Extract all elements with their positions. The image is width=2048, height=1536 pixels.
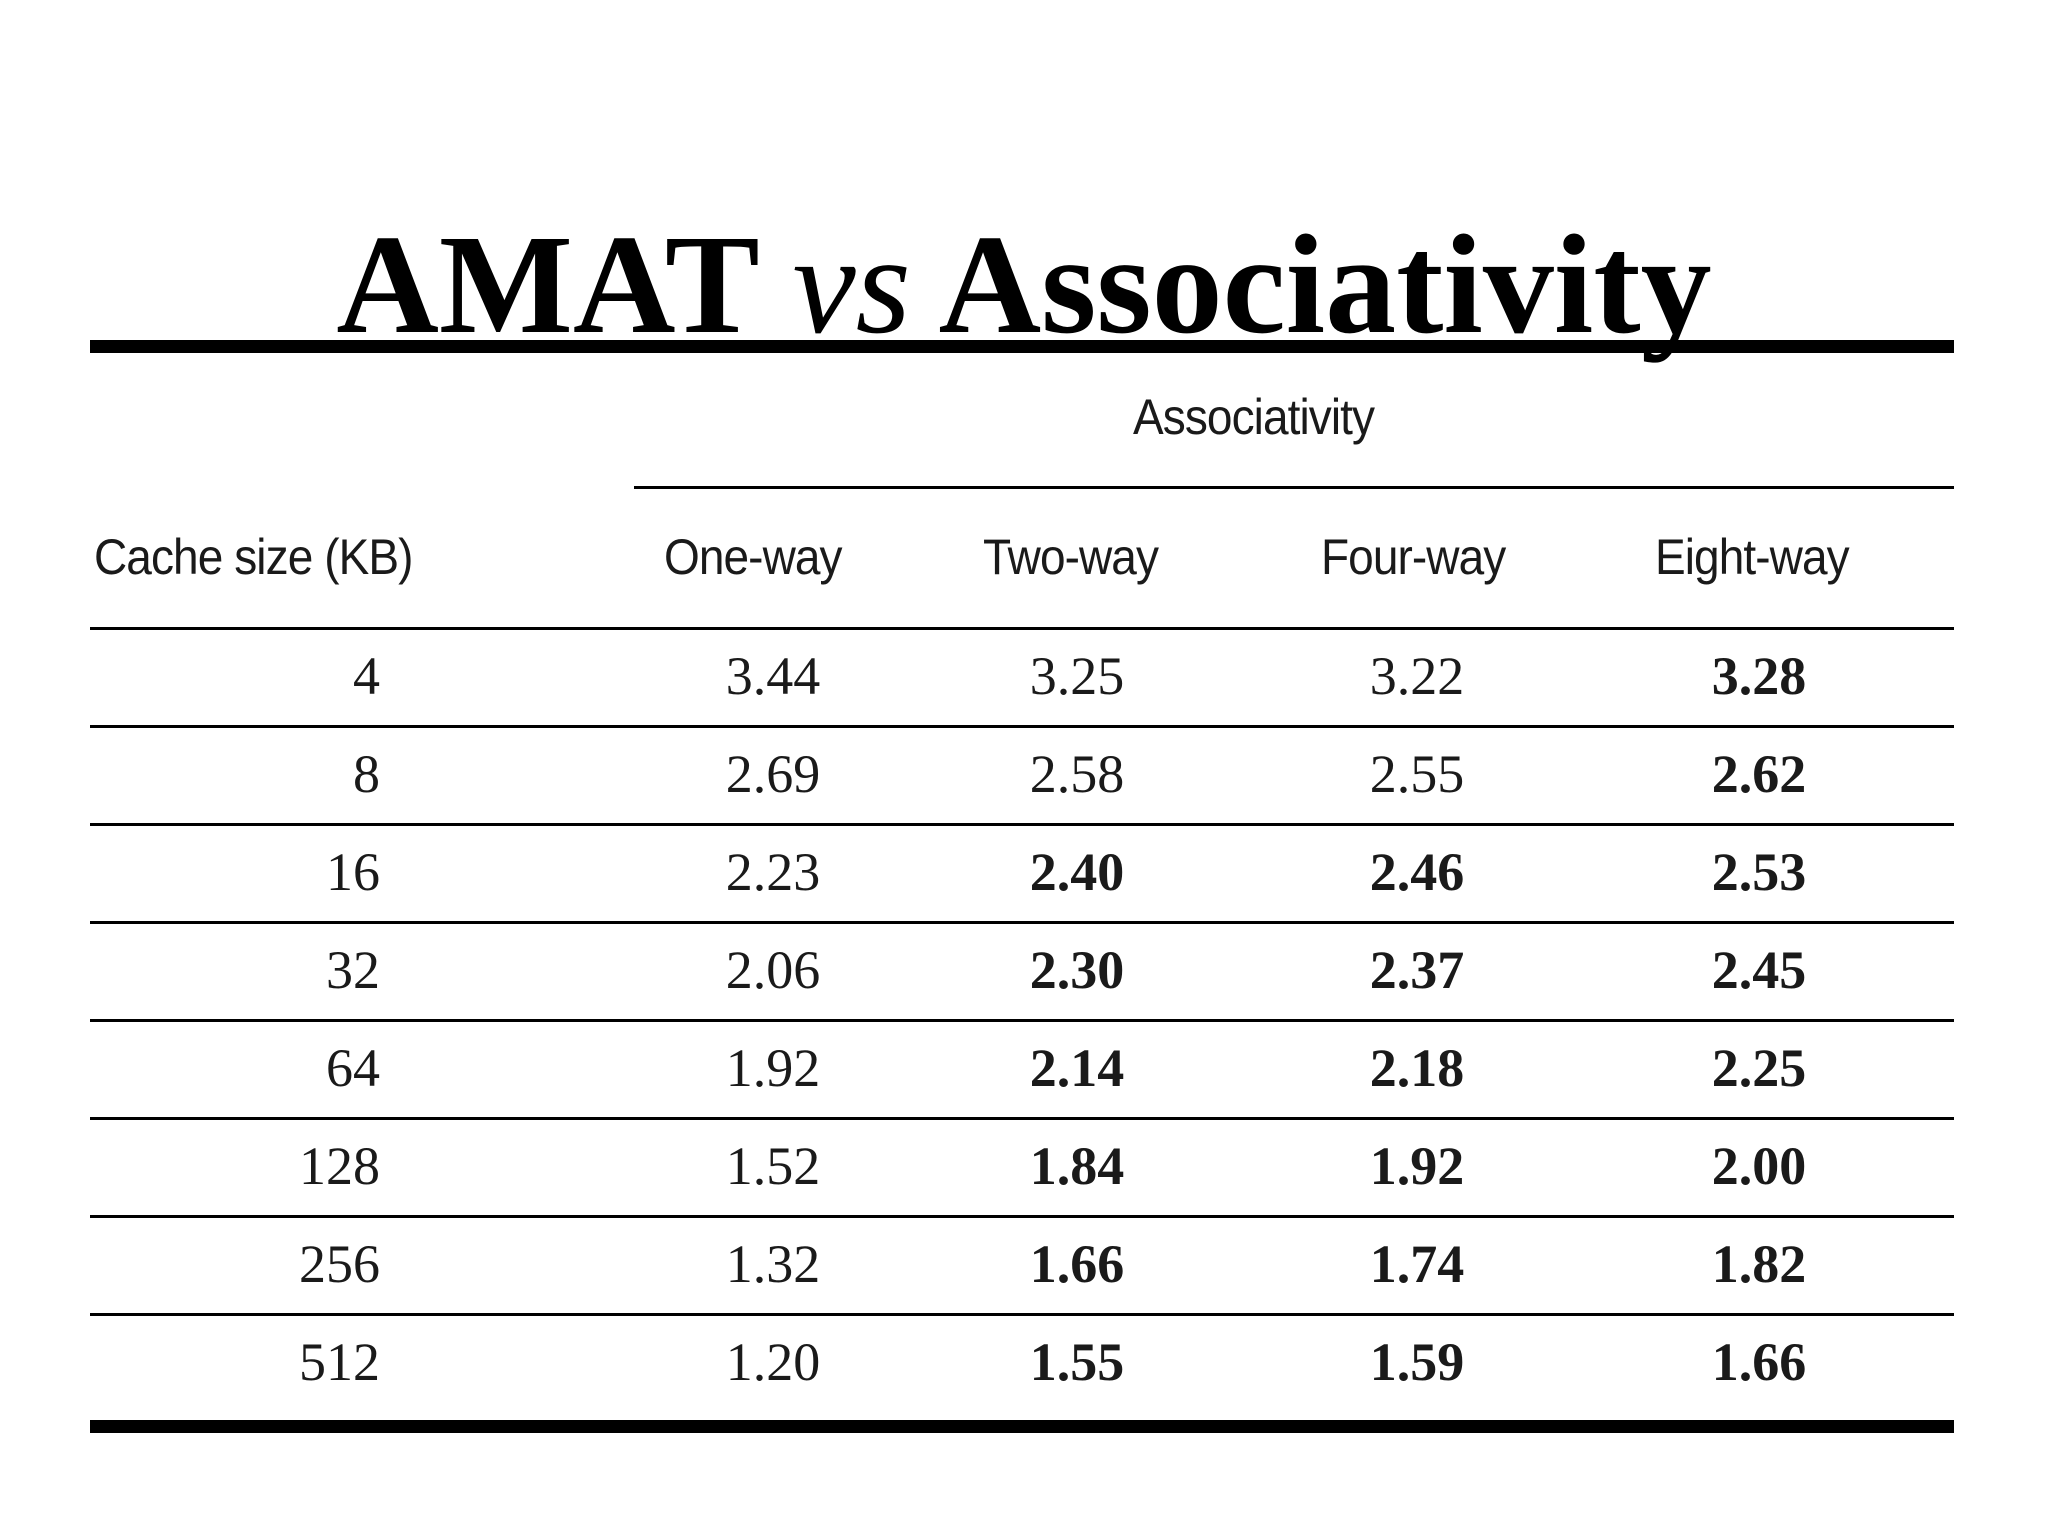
cache-size-cell: 512 xyxy=(299,1332,380,1392)
amat-value-cell: 3.44 xyxy=(725,646,821,706)
row-divider xyxy=(90,1117,1954,1120)
cache-size-cell: 32 xyxy=(326,940,380,1000)
col-header-eight-way: Eight-way xyxy=(1655,529,1850,585)
row-divider xyxy=(90,725,1954,728)
cache-size-cell: 8 xyxy=(353,744,380,804)
amat-value-cell: 2.37 xyxy=(1369,940,1465,1000)
row-divider xyxy=(90,823,1954,826)
amat-value-cell: 2.58 xyxy=(1029,744,1125,804)
amat-value-cell: 3.28 xyxy=(1711,646,1807,706)
amat-value-cell: 2.40 xyxy=(1029,842,1125,902)
amat-value-cell: 2.18 xyxy=(1369,1038,1465,1098)
row-divider xyxy=(90,1019,1954,1022)
amat-value-cell: 2.25 xyxy=(1711,1038,1807,1098)
col-header-four-way: Four-way xyxy=(1321,529,1506,585)
amat-value-cell: 2.06 xyxy=(725,940,821,1000)
amat-value-cell: 1.32 xyxy=(725,1234,821,1294)
amat-value-cell: 1.92 xyxy=(725,1038,821,1098)
amat-value-cell: 3.25 xyxy=(1029,646,1125,706)
cache-size-header: Cache size (KB) xyxy=(94,529,413,585)
amat-value-cell: 2.53 xyxy=(1711,842,1807,902)
col-header-two-way: Two-way xyxy=(983,529,1159,585)
associativity-group-header: Associativity xyxy=(1133,389,1375,445)
amat-value-cell: 2.62 xyxy=(1711,744,1807,804)
cache-size-cell: 128 xyxy=(299,1136,380,1196)
amat-value-cell: 2.69 xyxy=(725,744,821,804)
cache-size-cell: 256 xyxy=(299,1234,380,1294)
group-header-rule xyxy=(634,486,1954,489)
header-bottom-rule xyxy=(90,627,1954,630)
row-divider xyxy=(90,921,1954,924)
title-associativity: Associativity xyxy=(938,205,1712,364)
amat-value-cell: 2.30 xyxy=(1029,940,1125,1000)
cache-size-cell: 64 xyxy=(326,1038,380,1098)
slide-title: AMAT vs Associativity xyxy=(0,213,2048,355)
amat-value-cell: 2.00 xyxy=(1711,1136,1807,1196)
col-header-one-way: One-way xyxy=(664,529,843,585)
amat-value-cell: 2.45 xyxy=(1711,940,1807,1000)
amat-value-cell: 1.20 xyxy=(725,1332,821,1392)
amat-value-cell: 1.82 xyxy=(1711,1234,1807,1294)
amat-value-cell: 2.23 xyxy=(725,842,821,902)
amat-value-cell: 1.52 xyxy=(725,1136,821,1196)
amat-value-cell: 3.22 xyxy=(1369,646,1465,706)
amat-value-cell: 1.59 xyxy=(1369,1332,1465,1392)
amat-value-cell: 2.55 xyxy=(1369,744,1465,804)
amat-value-cell: 1.66 xyxy=(1029,1234,1125,1294)
cache-size-cell: 4 xyxy=(353,646,380,706)
amat-value-cell: 2.14 xyxy=(1029,1038,1125,1098)
amat-value-cell: 1.66 xyxy=(1711,1332,1807,1392)
amat-value-cell: 1.84 xyxy=(1029,1136,1125,1196)
title-amat: AMAT xyxy=(336,205,758,364)
row-divider xyxy=(90,1313,1954,1316)
amat-value-cell: 1.92 xyxy=(1369,1136,1465,1196)
amat-value-cell: 1.74 xyxy=(1369,1234,1465,1294)
table-top-rule xyxy=(90,340,1954,353)
amat-value-cell: 2.46 xyxy=(1369,842,1465,902)
table-bottom-rule xyxy=(90,1420,1954,1433)
amat-value-cell: 1.55 xyxy=(1029,1332,1125,1392)
cache-size-cell: 16 xyxy=(326,842,380,902)
row-divider xyxy=(90,1215,1954,1218)
title-vs: vs xyxy=(792,205,911,364)
